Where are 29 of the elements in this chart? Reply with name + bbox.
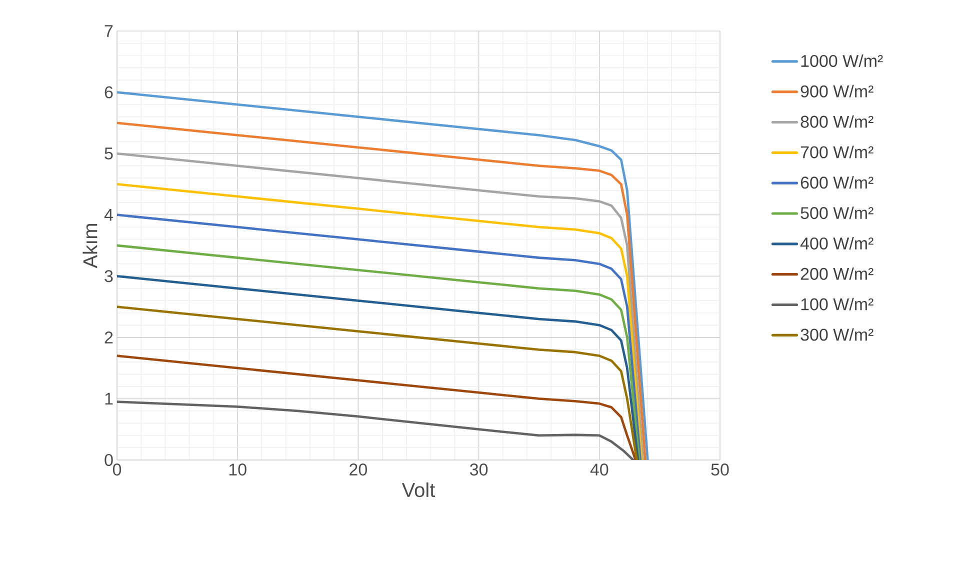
line-series	[117, 354, 637, 460]
legend-label: 800 W/m²	[800, 115, 874, 128]
x-tick-label: 50	[711, 464, 729, 476]
x-tick-label: 10	[229, 464, 246, 476]
line-series	[117, 306, 638, 460]
legend-label: 100 W/m²	[801, 298, 874, 310]
legend-label: 500 W/m²	[800, 206, 874, 220]
legend-label: 200 W/m²	[800, 267, 874, 280]
legend-label: 900 W/m²	[800, 84, 874, 98]
legend-label: 600 W/m²	[800, 176, 874, 189]
x-tick-label: 30	[470, 464, 488, 476]
y-tick-label: 3	[104, 270, 113, 282]
y-tick-label: 5	[104, 148, 113, 160]
y-axis-title: Akım	[82, 224, 98, 268]
legend-label: 1000 W/m²	[801, 54, 883, 67]
y-tick-label: 0	[104, 454, 113, 466]
y-tick-label: 1	[105, 392, 113, 405]
legend-label: 700 W/m²	[800, 146, 874, 158]
line-series	[117, 400, 634, 460]
y-tick-label: 4	[104, 209, 113, 221]
y-tick-label: 6	[104, 86, 113, 98]
x-tick-label: 40	[590, 464, 608, 476]
legend-label: 300 W/m²	[800, 328, 874, 341]
y-tick-label: 2	[104, 331, 113, 344]
x-axis-title: Volt	[402, 482, 436, 498]
y-tick-label: 7	[104, 25, 113, 37]
legend-label: 400 W/m²	[800, 237, 874, 250]
x-tick-label: 20	[350, 464, 367, 476]
x-tick-label: 0	[112, 464, 122, 476]
